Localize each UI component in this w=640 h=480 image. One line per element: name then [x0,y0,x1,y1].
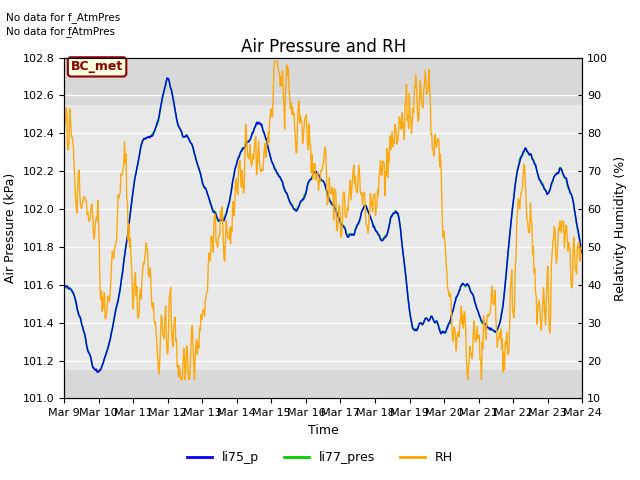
Text: No data for f_AtmPres: No data for f_AtmPres [6,12,121,23]
Y-axis label: Air Pressure (kPa): Air Pressure (kPa) [4,173,17,283]
Bar [64,105,582,370]
Text: No data for f̲AtmPres: No data for f̲AtmPres [6,26,115,37]
X-axis label: Time: Time [308,424,339,437]
Legend: li75_p, li77_pres, RH: li75_p, li77_pres, RH [182,446,458,469]
Text: BC_met: BC_met [71,60,123,73]
Title: Air Pressure and RH: Air Pressure and RH [241,38,406,56]
Y-axis label: Relativity Humidity (%): Relativity Humidity (%) [614,156,627,300]
